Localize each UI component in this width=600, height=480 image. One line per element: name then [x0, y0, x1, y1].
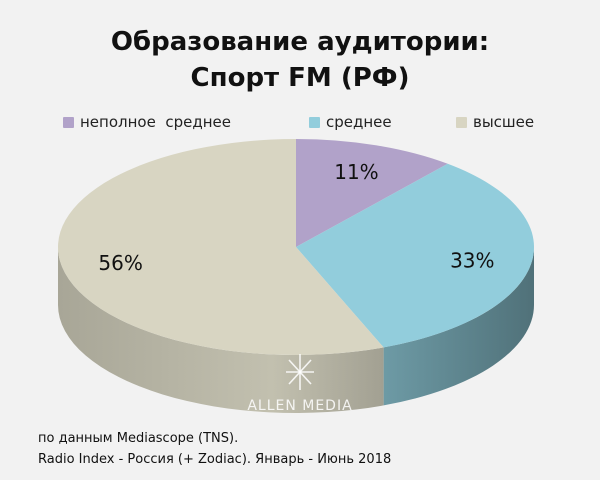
legend-label: высшее [473, 113, 535, 131]
star-logo-icon [286, 354, 314, 390]
pie-data-label: 11% [334, 160, 378, 184]
pie-data-label: 33% [450, 249, 494, 273]
chart-title: Образование аудитории: Спорт FM (РФ) [0, 24, 600, 96]
legend-swatch [309, 116, 320, 128]
pie-slice [296, 163, 535, 348]
legend-label: среднее [326, 113, 392, 131]
chart-title-line-2: Спорт FM (РФ) [190, 63, 410, 93]
source-line-1: по данным Mediascope (TNS). [38, 431, 239, 446]
pie-data-label: 56% [98, 251, 142, 275]
legend-swatch [63, 116, 74, 128]
legend-item-higher: высшее [456, 113, 534, 131]
watermark: ALLEN MEDIA [247, 398, 353, 414]
pie-slice [58, 138, 384, 355]
pie-slice-side [383, 247, 534, 406]
legend-swatch [456, 116, 467, 128]
pie-slice [296, 139, 448, 247]
chart-legend: неполное среднее среднее высшее [0, 113, 600, 135]
legend-item-incomplete-secondary: неполное среднее [63, 113, 231, 131]
legend-item-secondary: среднее [309, 113, 392, 131]
source-line-2: Radio Index - Россия (+ Zodiac). Январь … [38, 452, 392, 467]
legend-label: неполное среднее [80, 113, 231, 131]
source-note: по данным Mediascope (TNS). Radio Index … [38, 428, 391, 470]
chart-title-line-1: Образование аудитории: [110, 27, 490, 57]
